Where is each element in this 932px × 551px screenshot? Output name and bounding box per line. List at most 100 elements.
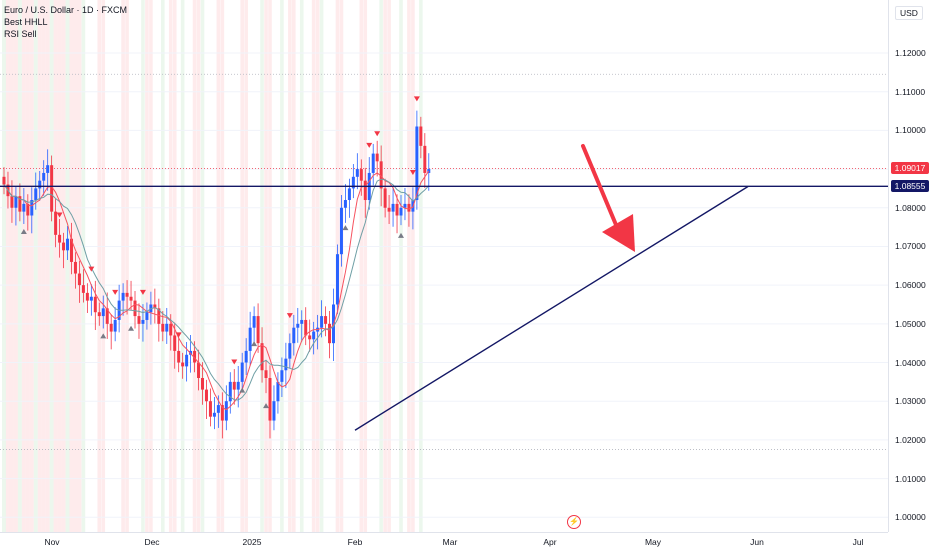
signal-band [268, 0, 272, 532]
signal-band [264, 0, 268, 532]
candle-body [161, 323, 165, 332]
candle-body [407, 203, 411, 212]
sell-signal-marker [56, 212, 63, 218]
price-tick-label: 1.12000 [895, 48, 926, 58]
candle-body [363, 180, 367, 201]
candle-body [308, 335, 312, 340]
signal-band [292, 0, 296, 532]
candle-body [220, 405, 224, 421]
candle-body [256, 316, 260, 344]
indicator-best-hhll[interactable]: Best HHLL [4, 17, 48, 27]
candle-body [272, 401, 276, 421]
candle-body [351, 176, 355, 189]
candle-body [125, 292, 129, 297]
signal-band [172, 0, 177, 532]
candle-body [30, 200, 34, 216]
signal-band [288, 0, 292, 532]
price-axis[interactable]: USD 1.120001.110001.100001.090001.080001… [888, 0, 932, 532]
symbol-title[interactable]: Euro / U.S. Dollar · 1D · FXCM [4, 5, 128, 15]
signal-band [17, 0, 22, 532]
signal-band [359, 0, 364, 532]
candle-body [383, 188, 387, 208]
chart-legend: Euro / U.S. Dollar · 1D · FXCM Best HHLL… [4, 4, 127, 40]
signal-band [387, 0, 391, 532]
candle-body [208, 401, 212, 417]
ascending-trend-line [354, 185, 749, 431]
signal-band [9, 0, 14, 532]
candle-body [359, 169, 363, 181]
candle-body [2, 176, 6, 185]
signal-band [311, 0, 316, 532]
candle-body [296, 323, 300, 328]
candle-body [355, 169, 359, 177]
signal-band [37, 0, 42, 532]
signal-band [2, 0, 6, 532]
candle-body [248, 327, 252, 351]
candle-body [58, 234, 62, 243]
signal-band [41, 0, 46, 532]
candle-body [66, 238, 70, 251]
candle-body [153, 304, 157, 309]
candle-body [260, 343, 264, 371]
candle-body [379, 161, 383, 189]
candle-body [244, 350, 248, 363]
candle-body [335, 254, 339, 305]
candle-body [264, 370, 268, 378]
chart-plot[interactable] [0, 0, 888, 532]
candle-body [212, 412, 216, 417]
candle-body [181, 362, 185, 367]
candle-body [280, 370, 284, 382]
signal-band [200, 0, 205, 532]
candle-body [69, 238, 73, 262]
chart-area[interactable]: Euro / U.S. Dollar · 1D · FXCM Best HHLL… [0, 0, 888, 532]
signal-band [25, 0, 30, 532]
price-tick-label: 1.10000 [895, 125, 926, 136]
candle-body [177, 350, 181, 363]
signal-band [240, 0, 244, 532]
candle-body [22, 203, 26, 212]
signal-band [379, 0, 383, 532]
candle-body [101, 308, 105, 317]
candle-body [38, 180, 42, 189]
candle-body [423, 145, 427, 173]
candle-body [26, 203, 30, 216]
signal-band [57, 0, 62, 532]
candle-body [391, 203, 395, 212]
candle-body [54, 211, 58, 235]
signal-band [125, 0, 129, 532]
signal-band [180, 0, 185, 532]
signal-band [192, 0, 197, 532]
flash-icon[interactable]: ⚡ [567, 515, 581, 529]
signal-band [383, 0, 387, 532]
candle-body [89, 296, 93, 301]
moving-average-teal [3, 178, 430, 401]
price-tick-label: 1.07000 [895, 241, 926, 252]
signal-band [141, 0, 145, 532]
down-arrow-head [602, 214, 635, 252]
currency-label[interactable]: USD [895, 6, 923, 20]
candle-body [252, 316, 256, 328]
candle-body [320, 316, 324, 328]
signal-band [196, 0, 201, 532]
candle-body [339, 207, 343, 255]
candle-body [113, 319, 117, 332]
time-axis[interactable]: Nov Dec 2025 Feb Mar Apr May Jun Jul [0, 532, 888, 551]
candle-body [304, 319, 308, 336]
candle-body [193, 350, 197, 363]
signal-band [21, 0, 26, 532]
time-tick-label: May [644, 537, 662, 547]
signal-band [419, 0, 423, 532]
signal-band [407, 0, 411, 532]
buy-signal-marker [100, 333, 107, 339]
signal-band [244, 0, 248, 532]
candle-body [288, 343, 292, 359]
sell-signal-marker [175, 332, 182, 338]
sell-signal-marker [374, 131, 381, 137]
candle-body [73, 261, 77, 274]
candle-body [387, 207, 391, 212]
indicator-rsi-sell[interactable]: RSI Sell [4, 29, 37, 39]
candle-body [133, 300, 137, 317]
candle-body [141, 319, 145, 324]
candle-body [399, 207, 403, 216]
moving-average-red [3, 170, 430, 411]
